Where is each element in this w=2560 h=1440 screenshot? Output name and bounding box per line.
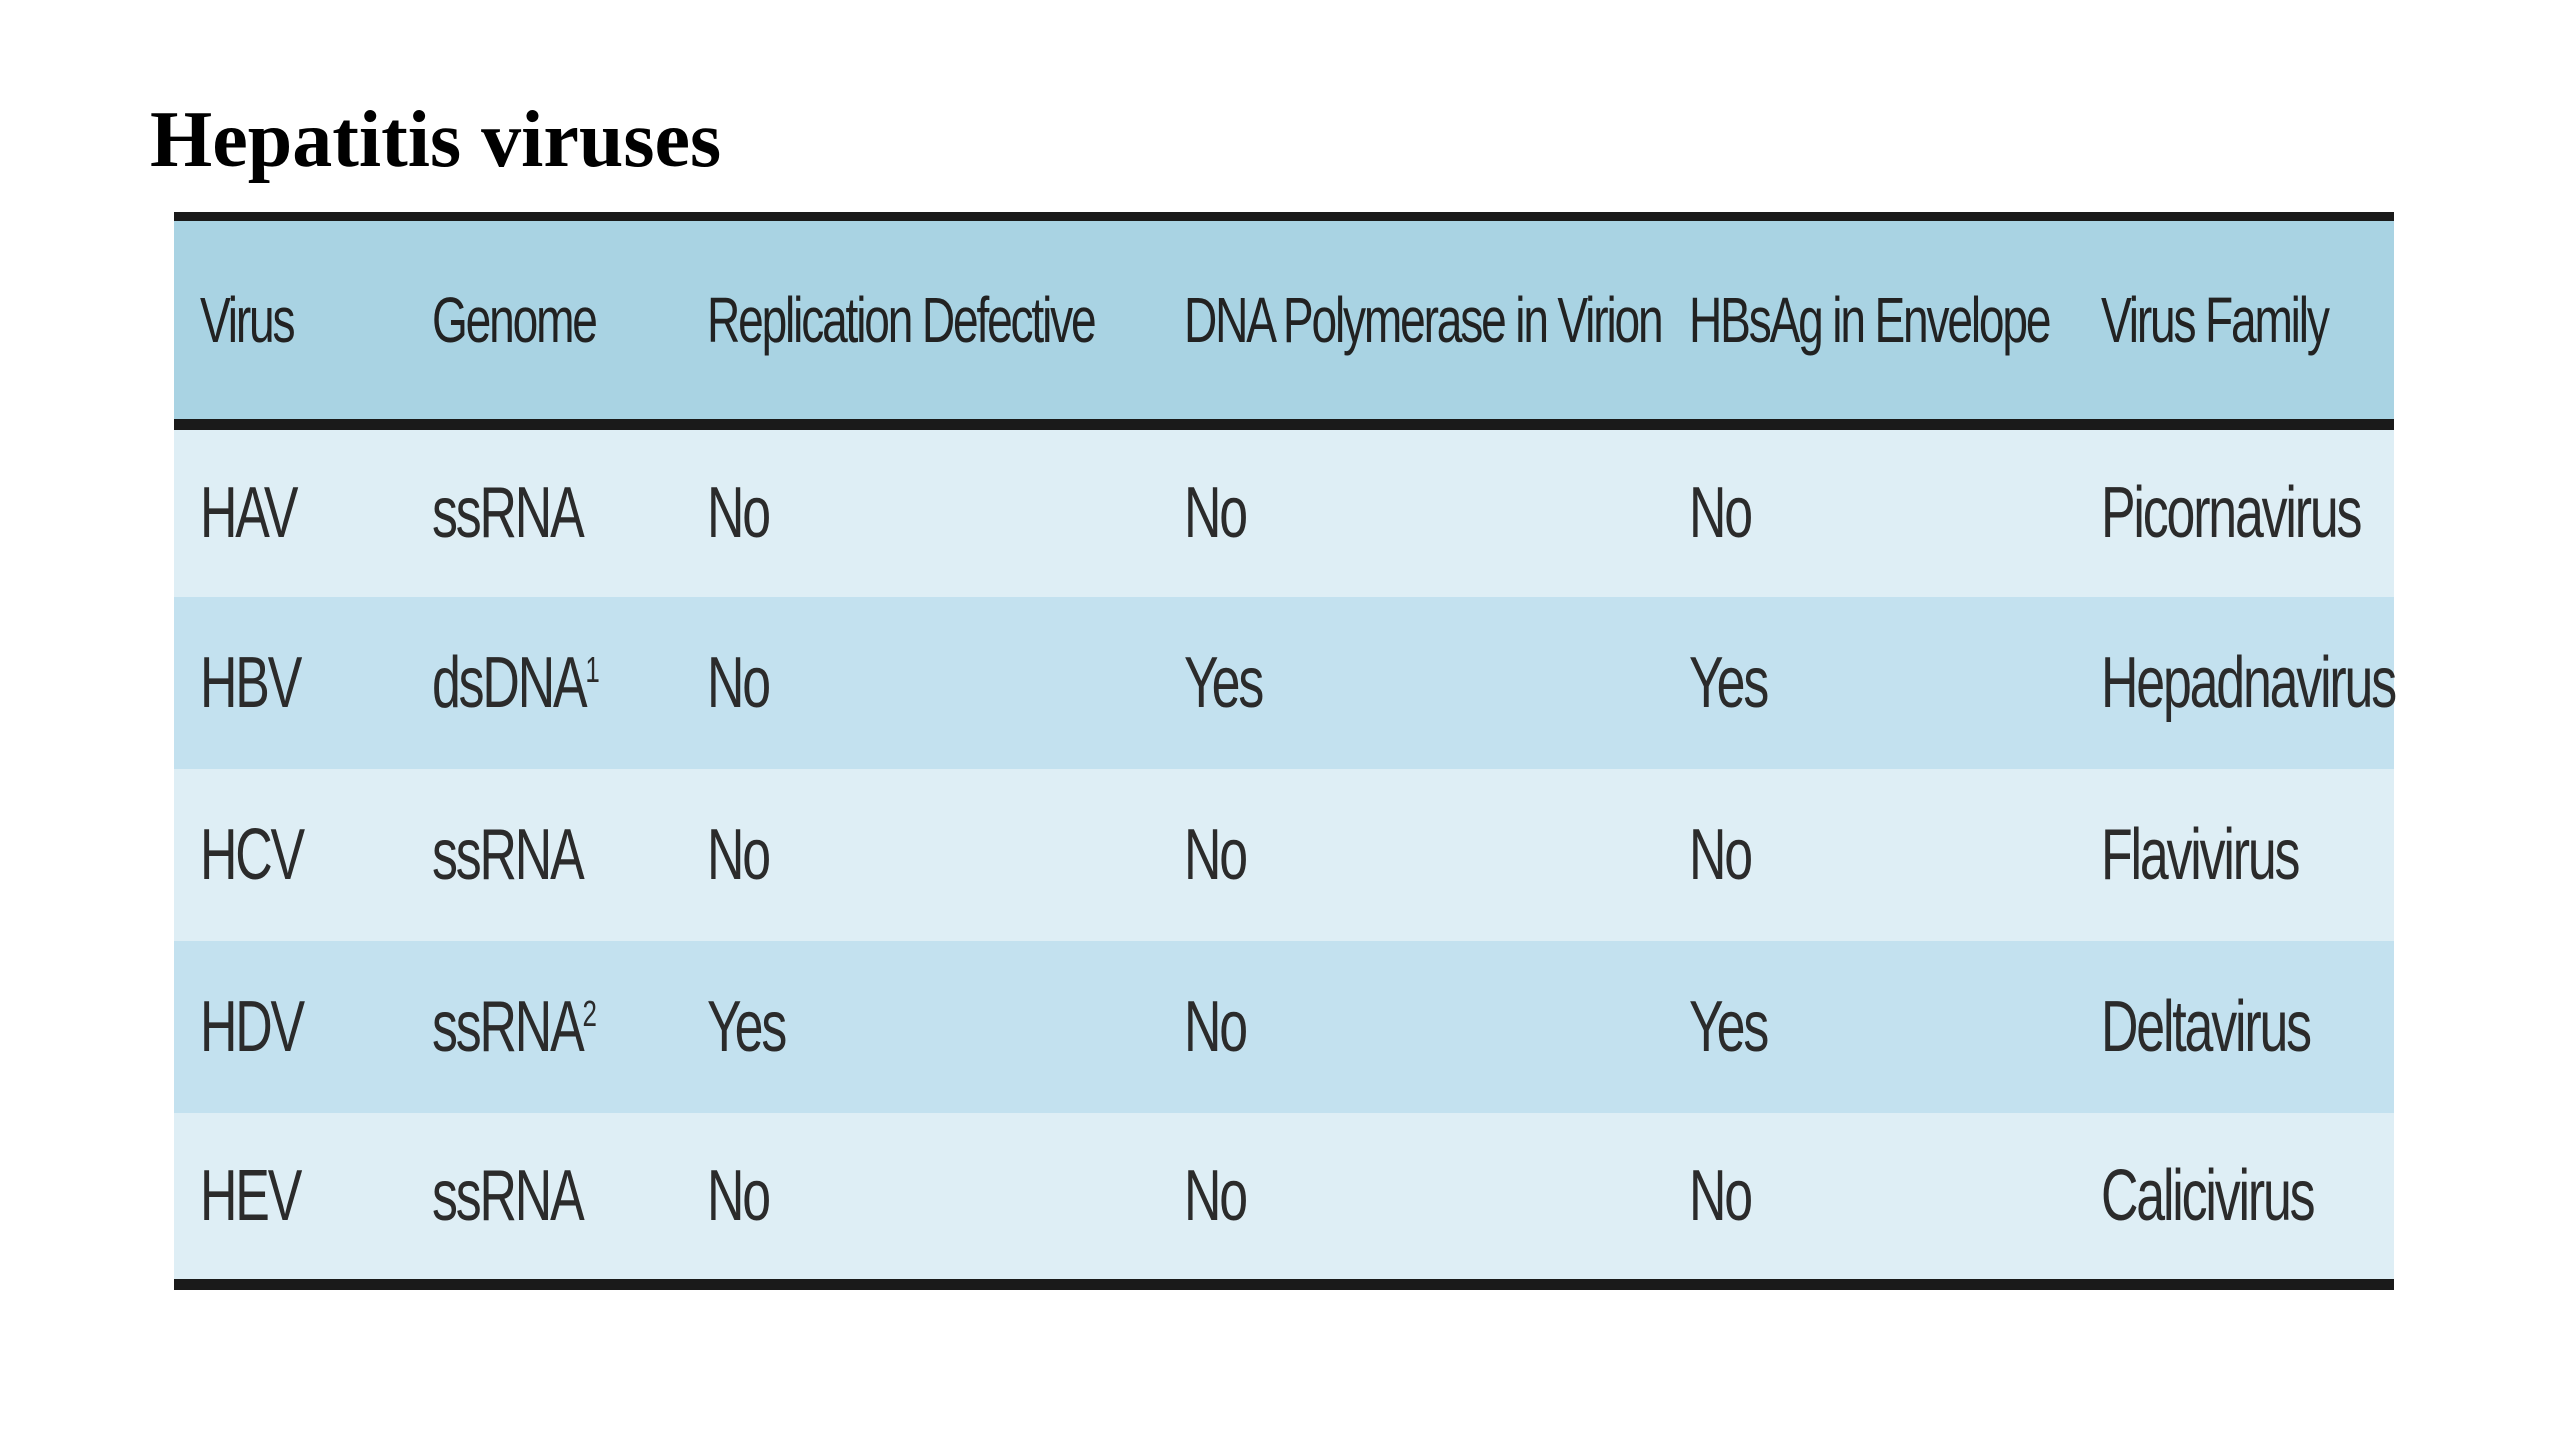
cell-virus-family: Picornavirus	[2101, 473, 2362, 554]
cell-replication-defective: No	[707, 473, 771, 554]
cell-genome: dsDNA1	[432, 642, 600, 723]
cell-virus-family: Flavivirus	[2101, 814, 2300, 895]
cell-replication-defective: No	[707, 814, 771, 895]
page-title: Hepatitis viruses	[150, 96, 722, 184]
cell-dna-polymerase: No	[1184, 814, 1248, 895]
hepatitis-table-container: Virus Genome Replication Defective DNA P…	[174, 212, 2397, 1290]
hepatitis-table: Virus Genome Replication Defective DNA P…	[174, 212, 2397, 1290]
cell-virus: HBV	[200, 642, 302, 723]
cell-genome: ssRNA	[432, 1155, 585, 1236]
table-row: HDV ssRNA2 Yes No Yes Deltavirus	[174, 940, 2394, 1113]
cell-hbsag: Yes	[1689, 986, 1769, 1067]
cell-dna-polymerase: No	[1184, 473, 1248, 554]
cell-replication-defective: No	[707, 642, 771, 723]
cell-genome: ssRNA	[432, 814, 585, 895]
table-row: HBV dsDNA1 No Yes Yes Hepadnavirus	[174, 596, 2397, 769]
table-row: HCV ssRNA No No No Flavivirus	[174, 768, 2394, 941]
cell-virus-family: Deltavirus	[2101, 986, 2312, 1067]
cell-hbsag: No	[1689, 814, 1753, 895]
cell-virus: HCV	[200, 814, 305, 895]
header-hbsag: HBsAg in Envelope	[1689, 284, 2051, 356]
header-genome: Genome	[432, 284, 598, 356]
cell-virus-family: Calicivirus	[2101, 1155, 2316, 1236]
cell-virus: HEV	[200, 1155, 302, 1236]
table-row: HEV ssRNA No No No Calicivirus	[174, 1112, 2394, 1285]
cell-dna-polymerase: No	[1184, 986, 1248, 1067]
header-replication-defective: Replication Defective	[707, 284, 1097, 356]
cell-dna-polymerase: No	[1184, 1155, 1248, 1236]
cell-genome: ssRNA	[432, 473, 585, 554]
cell-hbsag: Yes	[1689, 642, 1769, 723]
footnote-marker: 2	[582, 992, 597, 1034]
header-virus: Virus	[200, 284, 296, 356]
cell-genome: ssRNA2	[432, 986, 597, 1067]
table-row: HAV ssRNA No No No Picornavirus	[174, 424, 2394, 597]
cell-hbsag: No	[1689, 473, 1753, 554]
table-header-row: Virus Genome Replication Defective DNA P…	[174, 216, 2394, 425]
footnote-marker: 1	[585, 648, 600, 690]
header-virus-family: Virus Family	[2101, 284, 2330, 356]
cell-replication-defective: No	[707, 1155, 771, 1236]
cell-hbsag: No	[1689, 1155, 1753, 1236]
cell-virus-family: Hepadnavirus	[2101, 642, 2397, 723]
cell-dna-polymerase: Yes	[1184, 642, 1264, 723]
cell-virus: HAV	[200, 473, 298, 554]
cell-virus: HDV	[200, 986, 305, 1067]
header-dna-polymerase: DNA Polymerase in Virion	[1184, 284, 1664, 356]
cell-replication-defective: Yes	[707, 986, 787, 1067]
